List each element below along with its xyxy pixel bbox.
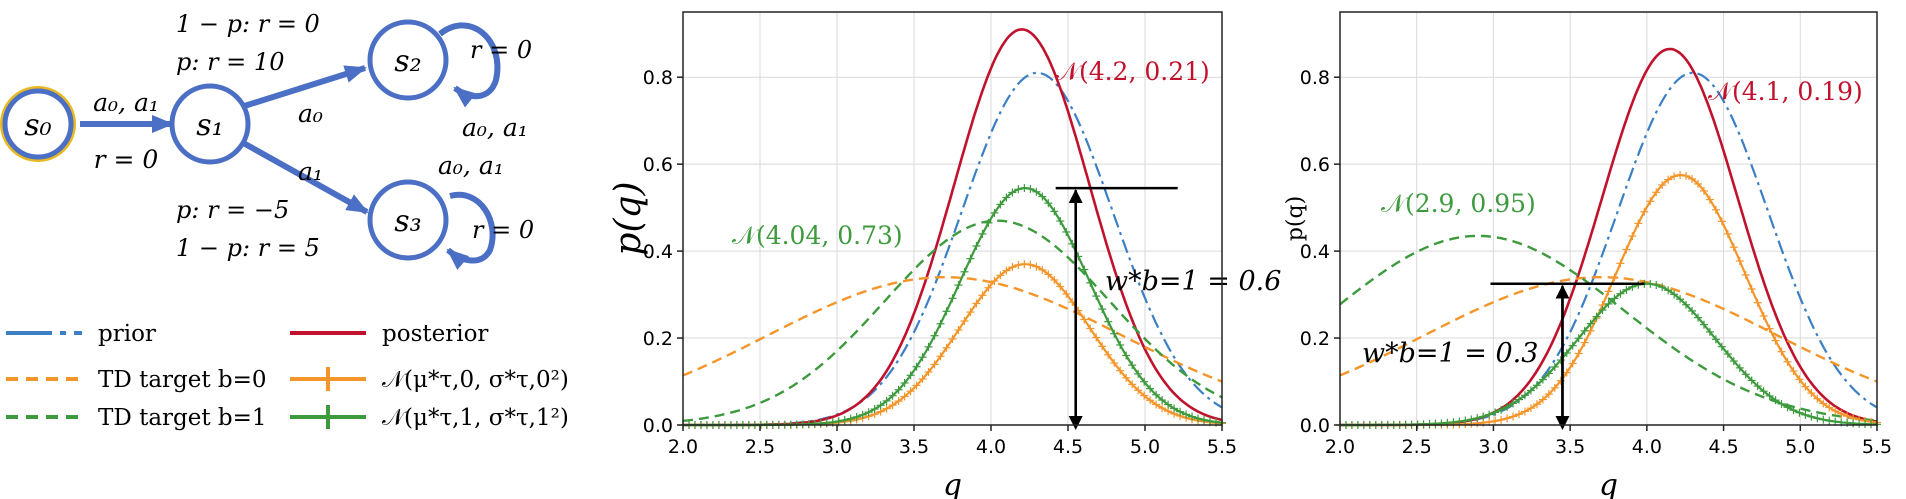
annotation-label: w*b=1 = 0.6 <box>1105 266 1281 297</box>
x-tick-label: 5.5 <box>1862 436 1892 458</box>
x-tick-label: 5.0 <box>1785 436 1815 458</box>
legend-item-td0: TD target b=0 <box>6 367 267 393</box>
series-td0 <box>1339 276 1878 383</box>
plot-frame <box>682 11 1223 426</box>
plot-frame <box>1339 11 1878 426</box>
series-label-posterior: 𝒩(4.1, 0.19) <box>1708 77 1863 106</box>
label-s0-s1-reward: r = 0 <box>94 145 159 174</box>
y-tick-label: 0.8 <box>1300 67 1330 89</box>
label-s1-s3-reward-1: p: r = −5 <box>176 196 289 224</box>
y-tick-label: 0.0 <box>643 415 673 437</box>
x-tick-label: 5.0 <box>1130 436 1160 458</box>
legend-label-mix1: 𝒩(μ*τ,1, σ*τ,1²) <box>382 405 569 431</box>
legend-label-prior: prior <box>98 321 156 347</box>
legend-item-mix1: 𝒩(μ*τ,1, σ*τ,1²) <box>290 405 569 431</box>
state-s0 <box>2 88 74 160</box>
legend-label-td1: TD target b=1 <box>98 405 267 431</box>
series-td1 <box>1339 234 1878 422</box>
legend-item-posterior: posterior <box>290 321 488 347</box>
edge-s2-loop <box>438 22 501 108</box>
series-label-td1: 𝒩(4.04, 0.73) <box>732 221 903 250</box>
state-label-s2: s₂ <box>394 44 421 79</box>
state-label-s3: s₃ <box>394 204 421 239</box>
x-axis-label: q <box>1599 468 1618 499</box>
label-s3-loop-reward: r = 0 <box>472 216 534 244</box>
y-tick-label: 0.6 <box>1300 154 1330 176</box>
x-tick-label: 4.5 <box>1053 436 1083 458</box>
legend-label-mix0: 𝒩(μ*τ,0, σ*τ,0²) <box>382 367 569 393</box>
x-tick-label: 2.5 <box>745 436 775 458</box>
label-s0-s1-action: a₀, a₁ <box>93 88 159 117</box>
x-tick-label: 4.0 <box>1632 436 1662 458</box>
y-tick-label: 0.2 <box>643 328 673 350</box>
x-tick-label: 2.0 <box>668 436 698 458</box>
x-tick-label: 4.5 <box>1708 436 1738 458</box>
annotation-label: w*b=1 = 0.3 <box>1362 338 1538 369</box>
label-s1-s3-reward-2: 1 − p: r = 5 <box>176 234 320 262</box>
label-s1-s3-action: a₁ <box>298 157 323 186</box>
legend-label-posterior: posterior <box>382 321 488 347</box>
legend: prior posterior TD target b=0 𝒩(μ*τ,0, σ*τ,… <box>6 321 569 431</box>
y-tick-label: 0.6 <box>643 154 673 176</box>
label-s2-loop-action: a₀, a₁ <box>462 113 528 142</box>
label-s1-s2-action: a₀ <box>298 99 323 128</box>
x-tick-label: 2.0 <box>1325 436 1355 458</box>
series-td0 <box>682 276 1223 383</box>
x-tick-label: 2.5 <box>1402 436 1432 458</box>
series-label-td1: 𝒩(2.9, 0.95) <box>1381 189 1536 218</box>
x-tick-label: 3.0 <box>822 436 852 458</box>
y-tick-label: 0.4 <box>643 241 673 263</box>
y-tick-label: 0.8 <box>643 67 673 89</box>
state-label-s0: s₀ <box>24 108 51 143</box>
label-s3-loop-action: a₀, a₁ <box>438 151 504 180</box>
y-axis-label: p(q) <box>608 181 649 255</box>
edge-s3-loop <box>446 191 496 270</box>
edge-s1-s3 <box>236 137 369 215</box>
legend-item-td1: TD target b=1 <box>6 405 267 431</box>
x-tick-label: 3.0 <box>1478 436 1508 458</box>
label-s2-loop-reward: r = 0 <box>470 36 532 64</box>
y-tick-label: 0.0 <box>1300 415 1330 437</box>
state-s3 <box>367 179 449 261</box>
mdp-diagram: s₀ s₁ s₂ s₃ a₀, a₁ r = 0 1 − p: r = 0 p:… <box>0 10 534 270</box>
series-label-posterior: 𝒩(4.2, 0.21) <box>1055 57 1210 86</box>
y-axis-label: p(q) <box>1283 196 1308 241</box>
x-tick-label: 5.5 <box>1207 436 1237 458</box>
state-label-s1: s₁ <box>196 108 223 143</box>
state-s1 <box>169 83 251 165</box>
chart-left: 𝒩(4.2, 0.21) 𝒩(4.04, 0.73) w*b=1 = 0.6 2.0 2… <box>608 11 1281 499</box>
x-axis-label: q <box>943 468 962 499</box>
x-tick-label: 3.5 <box>1555 436 1585 458</box>
y-tick-label: 0.2 <box>1300 328 1330 350</box>
label-s1-s2-reward-1: 1 − p: r = 0 <box>176 10 320 38</box>
legend-label-td0: TD target b=0 <box>98 367 267 393</box>
legend-item-prior: prior <box>6 321 156 347</box>
edge-s1-s2 <box>237 65 367 111</box>
y-tick-label: 0.4 <box>1300 241 1330 263</box>
state-s2 <box>367 19 449 101</box>
label-s1-s2-reward-2: p: r = 10 <box>176 48 284 76</box>
grid <box>1339 12 1878 426</box>
x-tick-label: 3.5 <box>899 436 929 458</box>
chart-right: 𝒩(4.1, 0.19) 𝒩(2.9, 0.95) w*b=1 = 0.3 2.0 2.… <box>1283 11 1892 499</box>
x-tick-label: 4.0 <box>976 436 1006 458</box>
legend-item-mix0: 𝒩(μ*τ,0, σ*τ,0²) <box>290 367 569 393</box>
